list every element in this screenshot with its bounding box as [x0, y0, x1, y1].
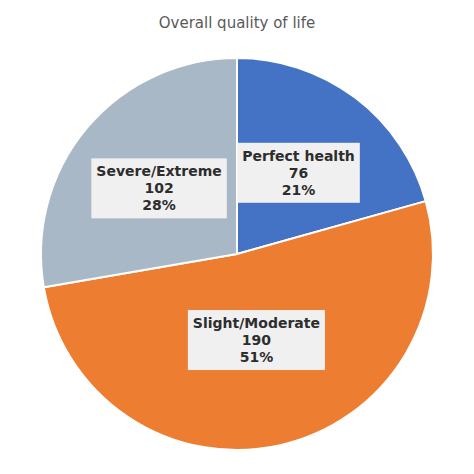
- label-category: Severe/Extreme: [96, 163, 221, 179]
- slices: Perfect health Slight/Moderate Severe/Extr…: [41, 58, 433, 450]
- pie-slice: Severe/Extreme: [41, 58, 237, 287]
- chart-container: Overall quality of life Perfect health Sli…: [0, 0, 474, 474]
- data-labels: Perfect health7621% Slight/Moderate19051%…: [91, 143, 360, 370]
- label-value: 76: [289, 165, 308, 181]
- slice-label: Perfect health7621%: [237, 143, 359, 203]
- label-value: 190: [242, 332, 271, 348]
- slice-label: Slight/Moderate19051%: [188, 310, 325, 370]
- label-box: [237, 143, 359, 203]
- label-category: Slight/Moderate: [193, 315, 320, 331]
- chart-title: Overall quality of life: [159, 14, 316, 32]
- label-box: [91, 158, 226, 218]
- slice-label: Severe/Extreme10228%: [91, 158, 226, 218]
- label-percent: 28%: [142, 197, 176, 213]
- label-percent: 51%: [240, 349, 274, 365]
- label-percent: 21%: [282, 182, 316, 198]
- label-category: Perfect health: [242, 148, 354, 164]
- label-value: 102: [144, 180, 173, 196]
- label-box: [188, 310, 325, 370]
- chart-svg: Overall quality of life Perfect health Sli…: [0, 0, 474, 474]
